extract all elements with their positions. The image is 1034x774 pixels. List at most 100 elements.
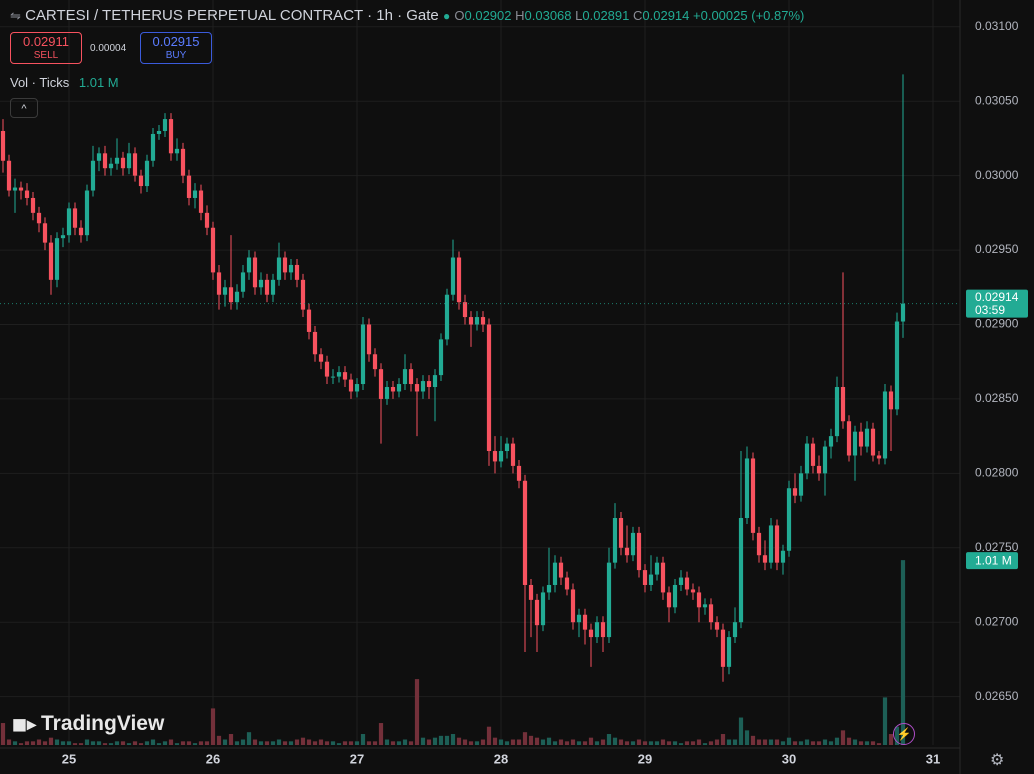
volume-bar: [696, 739, 702, 745]
volume-bar: [510, 739, 516, 745]
candle-body: [108, 163, 114, 169]
volume-bar: [120, 741, 126, 745]
volume-bar: [846, 737, 852, 745]
volume-bar: [546, 737, 552, 745]
candle-body: [120, 157, 126, 169]
candle-body: [750, 458, 756, 533]
volume-bar: [558, 739, 564, 745]
candle-body: [894, 321, 900, 410]
candle-body: [306, 309, 312, 332]
volume-bar: [834, 737, 840, 745]
ohlc-value: 0.02891: [582, 8, 630, 23]
candle-body: [690, 589, 696, 593]
volume-bar: [216, 735, 222, 745]
candle-body: [210, 227, 216, 273]
volume-bar: [780, 741, 786, 745]
candle-body: [72, 208, 78, 228]
candle-body: [516, 465, 522, 481]
candle-body: [612, 518, 618, 563]
candle-body: [174, 148, 180, 154]
sell-label: SELL: [33, 50, 59, 61]
volume-bar: [174, 743, 180, 745]
candle-body: [204, 212, 210, 228]
volume-legend: Vol · Ticks 1.01 M: [10, 75, 119, 90]
volume-bar: [582, 741, 588, 745]
candle-body: [828, 436, 834, 447]
volume-bar: [438, 735, 444, 745]
sell-button[interactable]: 0.02911 SELL: [10, 32, 82, 64]
volume-bar: [312, 741, 318, 745]
candle-body: [606, 562, 612, 638]
candle-body: [150, 133, 156, 161]
volume-bar: [264, 741, 270, 745]
volume-bar: [504, 741, 510, 745]
volume-bar: [534, 737, 540, 745]
candle-body: [498, 451, 504, 462]
candle-body: [42, 223, 48, 243]
settings-icon[interactable]: ⚙: [990, 752, 1005, 769]
volume-bar: [636, 739, 642, 745]
candle-body: [24, 190, 30, 198]
volume-bar: [162, 741, 168, 745]
candle-body: [834, 387, 840, 437]
volume-bar: [822, 739, 828, 745]
candle-body: [276, 257, 282, 280]
y-tick-label: 0.02850: [975, 391, 1019, 405]
candle-body: [366, 324, 372, 355]
candle-body: [528, 584, 534, 600]
candle-body: [336, 372, 342, 377]
candle-body: [342, 372, 348, 380]
volume-bar: [552, 741, 558, 745]
buy-button[interactable]: 0.02915 BUY: [140, 32, 212, 64]
candle-body: [768, 525, 774, 563]
candle-body: [552, 562, 558, 585]
volume-bar: [684, 741, 690, 745]
candle-body: [660, 562, 666, 593]
volume-bar: [372, 741, 378, 745]
candle-body: [222, 287, 228, 295]
ohlc-label: C: [633, 8, 643, 23]
candle-body: [312, 331, 318, 355]
brand-logo: ◼▸ TradingView: [12, 712, 164, 736]
volume-bar: [138, 743, 144, 745]
y-tick-label: 0.02900: [975, 317, 1019, 331]
ohlc-legend: O0.02902 H0.03068 L0.02891 C0.02914 +0.0…: [454, 8, 804, 23]
volume-bar: [606, 734, 612, 745]
volume-bar: [810, 741, 816, 745]
candle-body: [300, 279, 306, 310]
buy-price: 0.02915: [152, 34, 200, 49]
candle-body: [582, 614, 588, 630]
candle-body: [534, 599, 540, 626]
volume-bar: [390, 741, 396, 745]
candle-body: [780, 550, 786, 563]
candle-body: [822, 446, 828, 474]
volume-bar: [360, 734, 366, 745]
candle-body: [396, 384, 402, 392]
volume-bar: [876, 743, 882, 745]
candle-body: [414, 384, 420, 392]
volume-bar: [420, 737, 426, 745]
volume-bar: [492, 737, 498, 745]
volume-bar: [630, 741, 636, 745]
volume-bar: [792, 741, 798, 745]
volume-bar: [648, 741, 654, 745]
volume-bar: [6, 739, 12, 745]
volume-bar: [168, 739, 174, 745]
x-tick-label: 31: [926, 751, 940, 766]
volume-bar: [240, 739, 246, 745]
candle-body: [12, 187, 18, 191]
candle-body: [588, 629, 594, 638]
candle-body: [138, 175, 144, 187]
x-tick-label: 26: [206, 751, 220, 766]
volume-bar: [252, 739, 258, 745]
candle-body: [594, 622, 600, 638]
candle-body: [504, 443, 510, 452]
volume-bar: [204, 741, 210, 745]
candle-body: [132, 153, 138, 176]
collapse-button[interactable]: ^: [10, 98, 38, 118]
event-icon[interactable]: ⚡: [893, 723, 915, 745]
volume-bar: [42, 741, 48, 745]
volume-bar: [18, 743, 24, 745]
candle-body: [642, 570, 648, 585]
candle-body: [480, 317, 486, 325]
